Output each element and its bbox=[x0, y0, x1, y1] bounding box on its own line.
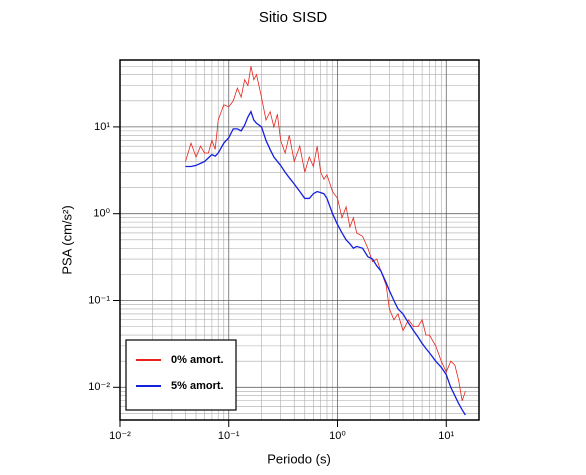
x-tick-label: 10⁰ bbox=[329, 430, 346, 442]
y-tick-label: 10⁰ bbox=[93, 208, 110, 220]
series-line bbox=[185, 110, 466, 416]
y-tick-label: 10¹ bbox=[94, 121, 110, 133]
x-tick-label: 10⁻¹ bbox=[218, 430, 240, 442]
x-tick-label: 10¹ bbox=[438, 430, 454, 442]
y-tick-label: 10⁻² bbox=[88, 381, 110, 393]
y-axis-label: PSA (cm/s²) bbox=[59, 205, 74, 274]
plot-frame bbox=[119, 59, 480, 421]
x-axis-label: Periodo (s) bbox=[267, 451, 331, 466]
series-line bbox=[185, 66, 466, 401]
y-tick-label: 10⁻¹ bbox=[88, 294, 110, 306]
legend-label: 5% amort. bbox=[171, 380, 224, 392]
x-tick-label: 10⁻² bbox=[109, 430, 131, 442]
legend-label: 0% amort. bbox=[171, 354, 224, 366]
legend-box bbox=[125, 339, 237, 411]
chart-title: Sitio SISD bbox=[259, 9, 328, 26]
